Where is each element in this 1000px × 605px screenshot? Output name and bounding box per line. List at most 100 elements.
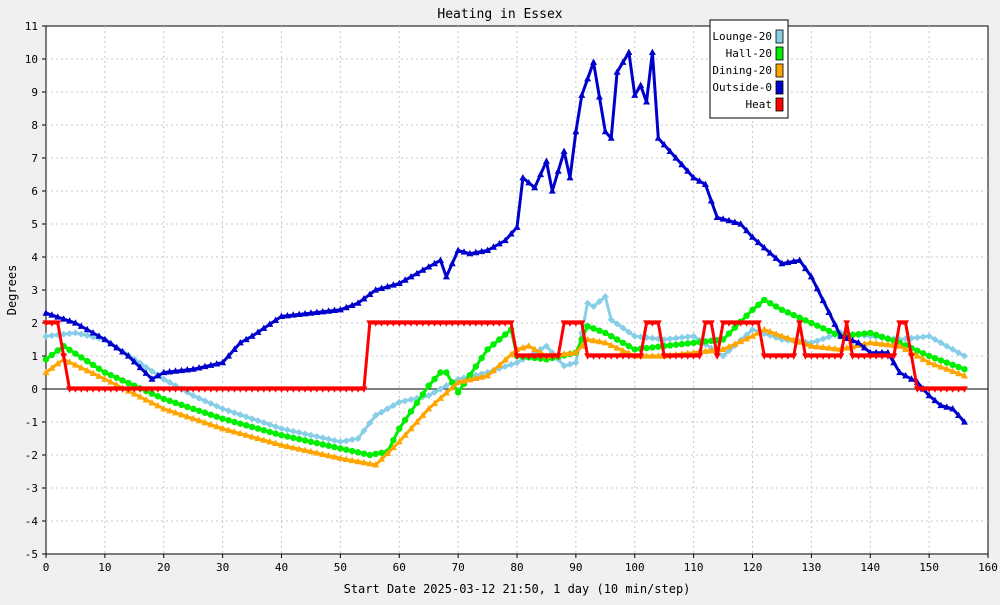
series-hall-20-point bbox=[360, 450, 368, 457]
series-lounge-20-point bbox=[378, 408, 386, 416]
series-hall-20-point bbox=[766, 300, 774, 307]
series-outside-0-point bbox=[754, 238, 762, 246]
series-heat-point bbox=[566, 320, 574, 327]
series-dining-20-point bbox=[160, 405, 168, 412]
series-heat-point bbox=[378, 320, 386, 327]
series-heat-point bbox=[548, 353, 556, 360]
series-lounge-20-point bbox=[442, 382, 450, 390]
series-lounge-20-point bbox=[943, 342, 951, 350]
series-dining-20-point bbox=[307, 447, 315, 455]
series-lounge-20-point bbox=[425, 392, 433, 400]
series-outside-0-point bbox=[719, 215, 727, 222]
series-outside-0-point bbox=[495, 240, 503, 247]
x-tick-label: 120 bbox=[743, 561, 763, 574]
series-hall-20-point bbox=[343, 446, 350, 453]
x-tick-label: 140 bbox=[860, 561, 880, 574]
series-hall-20-point bbox=[472, 363, 479, 370]
series-outside-0-point bbox=[177, 366, 185, 374]
series-heat-point bbox=[731, 320, 739, 327]
series-hall-20-point bbox=[849, 331, 856, 339]
series-heat-point bbox=[213, 386, 221, 393]
series-heat-point bbox=[172, 386, 180, 393]
x-tick-label: 10 bbox=[98, 561, 111, 574]
series-dining-20-point bbox=[525, 342, 533, 349]
series-heat-point bbox=[142, 386, 150, 393]
series-heat-point bbox=[154, 386, 162, 393]
series-outside-0-point bbox=[207, 361, 215, 368]
series-dining-20-point bbox=[619, 346, 627, 354]
series-dining-20-point bbox=[601, 339, 609, 346]
series-heat-point bbox=[330, 386, 338, 393]
series-hall-20-point bbox=[431, 375, 438, 383]
series-lounge-20-point bbox=[360, 427, 368, 435]
series-hall-20-point bbox=[201, 409, 209, 416]
series-outside-0-point bbox=[389, 281, 397, 288]
series-outside-0-point bbox=[601, 127, 609, 135]
y-tick-label: 10 bbox=[25, 53, 38, 66]
series-hall-20-point bbox=[419, 391, 426, 398]
series-outside-0-point bbox=[154, 372, 162, 379]
series-outside-0-point bbox=[743, 226, 751, 234]
series-heat-point bbox=[395, 320, 403, 327]
series-dining-20-point bbox=[772, 330, 780, 337]
series-outside-0-point bbox=[201, 362, 209, 370]
series-dining-20-point bbox=[348, 456, 356, 464]
series-outside-0-point bbox=[749, 233, 756, 240]
series-hall-20-point bbox=[325, 442, 332, 449]
series-outside-0-point bbox=[230, 345, 238, 352]
series-heat-point bbox=[448, 320, 456, 327]
series-heat-point bbox=[383, 320, 391, 327]
series-outside-0-point bbox=[837, 332, 845, 339]
series-group bbox=[42, 48, 968, 468]
series-outside-0-point bbox=[372, 286, 380, 293]
series-outside-0-point bbox=[460, 248, 468, 255]
series-heat-point bbox=[283, 386, 291, 393]
series-lounge-20-point bbox=[219, 405, 227, 413]
series-heat-point bbox=[925, 386, 933, 393]
series-dining-20-point bbox=[330, 453, 338, 460]
series-dining-20-point bbox=[431, 399, 439, 407]
series-heat-point bbox=[266, 386, 274, 393]
series-outside-0-point bbox=[42, 309, 50, 316]
series-dining-20-point bbox=[66, 358, 74, 365]
series-outside-0-point bbox=[860, 343, 868, 351]
series-heat-point bbox=[119, 386, 127, 393]
series-dining-20-point bbox=[478, 373, 486, 380]
series-hall-20-point bbox=[590, 325, 597, 332]
series-outside-0-point bbox=[678, 160, 686, 168]
series-heat-point bbox=[413, 320, 421, 327]
series-dining-20-point bbox=[213, 422, 221, 430]
series-outside-0-point bbox=[77, 322, 85, 329]
series-heat-point bbox=[260, 386, 268, 393]
series-hall-20-point bbox=[266, 428, 273, 436]
series-lounge-20-point bbox=[542, 342, 550, 350]
series-outside-0-point bbox=[219, 358, 227, 366]
series-lounge-20-point bbox=[366, 419, 374, 427]
series-outside-0-point bbox=[766, 249, 774, 256]
series-heat-point bbox=[778, 353, 786, 360]
series-heat-point bbox=[843, 320, 851, 327]
series-heat-point bbox=[902, 320, 910, 327]
series-outside-0-point bbox=[130, 357, 138, 365]
series-lounge-20-point bbox=[66, 330, 74, 338]
series-outside-0-point bbox=[189, 365, 197, 372]
series-outside-0-point bbox=[354, 299, 362, 306]
series-heat-point bbox=[360, 386, 368, 393]
legend-swatch bbox=[775, 46, 784, 61]
series-heat-point bbox=[913, 386, 921, 393]
series-dining-20-point bbox=[272, 439, 280, 447]
series-outside-0-point bbox=[360, 295, 368, 302]
series-outside-0-point bbox=[801, 264, 809, 272]
series-lounge-20-point bbox=[931, 336, 939, 343]
series-heat-point bbox=[307, 386, 315, 393]
series-outside-0-point bbox=[943, 403, 951, 410]
series-hall-20-point bbox=[761, 296, 768, 304]
x-tick-label: 110 bbox=[684, 561, 704, 574]
series-hall-20-point bbox=[943, 359, 950, 366]
series-dining-20-point bbox=[254, 434, 262, 442]
series-lounge-20-point bbox=[813, 337, 821, 345]
series-lounge-20-point bbox=[925, 332, 933, 340]
series-outside-0-point bbox=[572, 127, 580, 135]
series-hall-20-point bbox=[413, 399, 421, 407]
